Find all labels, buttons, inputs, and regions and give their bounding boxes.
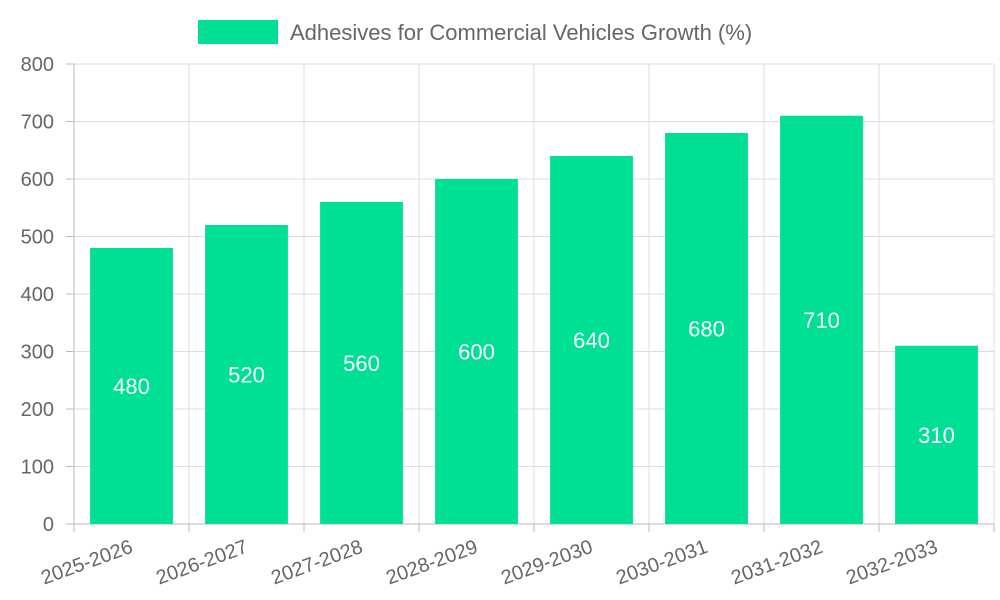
x-tick-label: 2025-2026	[38, 536, 135, 589]
bar-2032-2033[interactable]	[895, 345, 978, 524]
bar-value-label: 640	[573, 328, 610, 353]
bar-value-label: 310	[918, 423, 955, 448]
y-tick-label: 200	[21, 399, 54, 421]
bar-2026-2027[interactable]	[205, 225, 288, 524]
bar-2027-2028[interactable]	[320, 202, 403, 524]
x-tick-label: 2031-2032	[728, 536, 825, 589]
x-tick-label: 2032-2033	[843, 536, 940, 589]
legend-swatch[interactable]	[198, 20, 278, 44]
y-tick-label: 500	[21, 227, 54, 249]
bar-value-label: 600	[458, 340, 495, 365]
bar-value-label: 560	[343, 351, 380, 376]
y-tick-label: 100	[21, 457, 54, 479]
x-tick-label: 2026-2027	[153, 536, 250, 589]
bar-2025-2026[interactable]	[90, 248, 173, 524]
bar-2030-2031[interactable]	[665, 133, 748, 524]
x-tick-label: 2030-2031	[613, 536, 710, 589]
y-tick-label: 800	[21, 54, 54, 76]
legend-label[interactable]: Adhesives for Commercial Vehicles Growth…	[290, 20, 752, 45]
bar-2031-2032[interactable]	[780, 115, 863, 524]
bar-value-label: 710	[803, 308, 840, 333]
bar-2028-2029[interactable]	[435, 179, 518, 524]
bars	[90, 115, 978, 524]
data-labels: 480 520 560 600 640 680 710 310	[113, 308, 955, 448]
legend[interactable]: Adhesives for Commercial Vehicles Growth…	[198, 20, 752, 45]
y-tick-label: 400	[21, 284, 54, 306]
bar-value-label: 480	[113, 374, 150, 399]
y-tick-label: 300	[21, 342, 54, 364]
x-tick-label: 2028-2029	[383, 536, 480, 589]
x-tick-label: 2027-2028	[268, 536, 365, 589]
y-tick-label: 0	[43, 514, 54, 536]
bar-2029-2030[interactable]	[550, 156, 633, 524]
bar-value-label: 680	[688, 317, 725, 342]
y-tick-label: 600	[21, 169, 54, 191]
y-tick-label: 700	[21, 112, 54, 134]
x-tick-label: 2029-2030	[498, 536, 595, 589]
bar-value-label: 520	[228, 363, 265, 388]
